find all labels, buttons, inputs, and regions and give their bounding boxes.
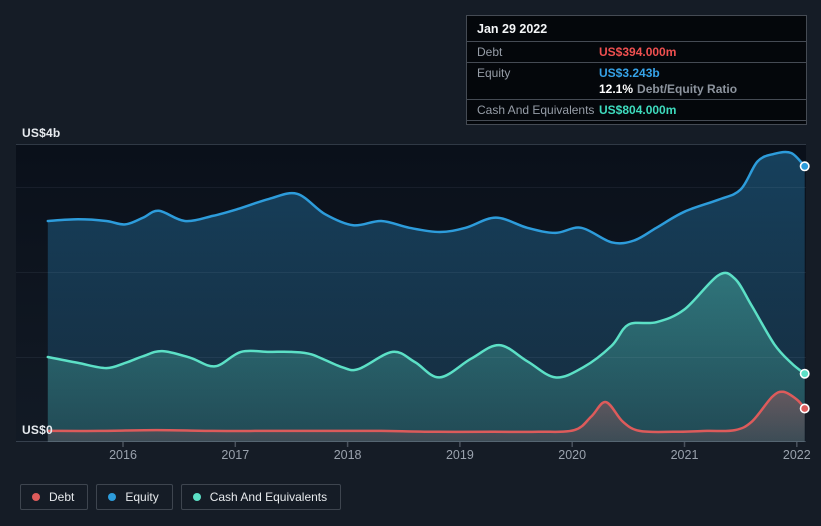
x-axis-year-label: 2017 bbox=[221, 448, 250, 462]
gridlines bbox=[16, 144, 806, 442]
tooltip-cash-row: Cash And Equivalents US$804.000m bbox=[467, 100, 806, 121]
tooltip-equity-value: US$3.243b bbox=[599, 66, 660, 80]
tooltip-debt-row: Debt US$394.000m bbox=[467, 42, 806, 63]
legend-item-equity[interactable]: Equity bbox=[96, 484, 173, 510]
equity-legend-dot-icon bbox=[108, 493, 117, 501]
chart-canvas[interactable] bbox=[16, 144, 810, 448]
debt-area bbox=[47, 391, 805, 442]
tooltip-equity-row: Equity US$3.243b bbox=[467, 63, 806, 81]
tooltip-ratio-label: Debt/Equity Ratio bbox=[637, 82, 738, 96]
tooltip-ratio-value: 12.1% bbox=[599, 82, 634, 96]
legend-debt-label: Debt bbox=[49, 490, 75, 504]
y-axis-zero-label: US$0 bbox=[22, 423, 53, 437]
tooltip-ratio-row: 12.1% Debt/Equity Ratio bbox=[467, 81, 806, 100]
cash-line bbox=[46, 271, 806, 379]
x-axis-year-label: 2019 bbox=[445, 448, 474, 462]
cash-endpoint-marker bbox=[799, 368, 810, 379]
tooltip-debt-label: Debt bbox=[477, 45, 503, 59]
tooltip-cash-label: Cash And Equivalents bbox=[477, 103, 595, 117]
x-axis-year-label: 2022 bbox=[782, 448, 811, 462]
legend-cash-label: Cash And Equivalents bbox=[209, 490, 328, 504]
equity-line bbox=[46, 150, 806, 245]
tooltip-date: Jan 29 2022 bbox=[467, 16, 806, 42]
cash-area bbox=[47, 272, 805, 442]
chart-legend: Debt Equity Cash And Equivalents bbox=[20, 484, 342, 510]
tooltip-cash-value: US$804.000m bbox=[599, 103, 677, 117]
x-axis-year-label: 2020 bbox=[558, 448, 587, 462]
x-axis-year-label: 2016 bbox=[109, 448, 137, 462]
legend-item-cash[interactable]: Cash And Equivalents bbox=[180, 484, 342, 510]
hover-endpoint-markers bbox=[799, 161, 810, 414]
tooltip-equity-label: Equity bbox=[477, 66, 511, 80]
chart-plot-area[interactable] bbox=[16, 144, 810, 448]
x-axis-labels: 2016 2017 2018 2019 2020 2021 2022 bbox=[0, 448, 821, 464]
tooltip-debt-value: US$394.000m bbox=[599, 45, 677, 59]
y-axis-max-label: US$4b bbox=[22, 126, 61, 140]
debt-endpoint-marker bbox=[799, 403, 810, 414]
hover-tooltip: Jan 29 2022 Debt US$394.000m Equity US$3… bbox=[466, 15, 807, 125]
debt-line bbox=[46, 390, 806, 434]
legend-equity-label: Equity bbox=[125, 490, 159, 504]
equity-endpoint-marker bbox=[799, 161, 810, 172]
debt-legend-dot-icon bbox=[32, 493, 40, 501]
legend-item-debt[interactable]: Debt bbox=[20, 484, 89, 510]
x-axis-year-label: 2021 bbox=[670, 448, 699, 462]
x-axis-ticks bbox=[122, 442, 798, 447]
cash-legend-dot-icon bbox=[192, 493, 201, 501]
x-axis-year-label: 2018 bbox=[333, 448, 362, 462]
